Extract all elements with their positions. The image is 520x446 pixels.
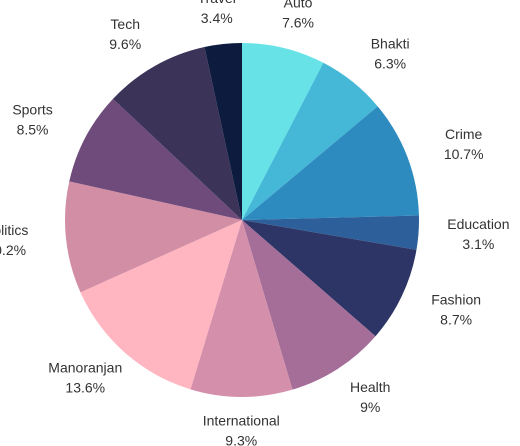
- slice-value-label: 8.7%: [440, 312, 472, 328]
- pie-slice: [190, 220, 293, 397]
- slice-label: Tech: [110, 16, 140, 32]
- slice-label: Crime: [445, 126, 483, 142]
- pie-slice: [65, 181, 242, 293]
- slice-value-label: 3.1%: [462, 236, 494, 252]
- slice-label: Auto: [284, 0, 313, 11]
- pie-slice: [242, 215, 419, 250]
- slice-label: Bhakti: [371, 35, 410, 51]
- slice-value-label: 9.3%: [225, 433, 257, 446]
- pie-slice: [204, 43, 242, 220]
- pie-slice: [242, 220, 376, 390]
- slice-value-label: 8.5%: [17, 122, 49, 138]
- slice-label: Sports: [12, 102, 52, 118]
- slice-label: Travel: [198, 0, 236, 6]
- pie-slice: [242, 106, 419, 220]
- slice-value-label: 3.4%: [201, 10, 233, 26]
- slice-value-label: 10.2%: [0, 242, 26, 258]
- slice-label: Fashion: [431, 292, 481, 308]
- pie-slice: [112, 47, 242, 220]
- pie-slice: [69, 98, 243, 220]
- slice-label: Manoranjan: [48, 360, 122, 376]
- slice-value-label: 9%: [360, 399, 380, 415]
- slice-value-label: 7.6%: [282, 15, 314, 31]
- slice-label: Politics: [0, 222, 28, 238]
- pie-slice: [242, 220, 417, 337]
- slice-value-label: 10.7%: [444, 146, 484, 162]
- slice-label: International: [203, 413, 280, 429]
- slice-label: Health: [350, 379, 390, 395]
- pie-slice: [242, 43, 324, 220]
- slice-value-label: 9.6%: [109, 36, 141, 52]
- slice-label: Education: [447, 216, 509, 232]
- slice-value-label: 6.3%: [374, 55, 406, 71]
- slice-value-label: 13.6%: [65, 380, 105, 396]
- pie-slice: [242, 62, 378, 220]
- pie-slice: [80, 220, 243, 390]
